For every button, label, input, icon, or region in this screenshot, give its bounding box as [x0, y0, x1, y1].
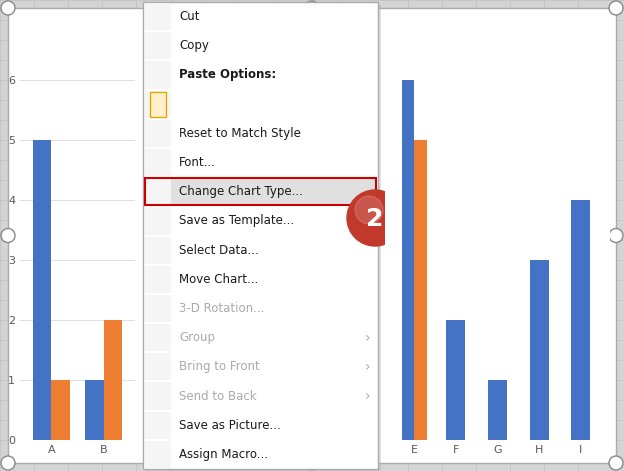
Bar: [572, 200, 590, 440]
Bar: [145, 61, 171, 89]
Circle shape: [609, 228, 623, 243]
Circle shape: [609, 456, 623, 470]
Bar: [530, 260, 548, 440]
Bar: [145, 90, 171, 118]
Bar: [145, 3, 171, 30]
Bar: [145, 324, 171, 351]
Bar: [145, 353, 171, 381]
Circle shape: [32, 167, 88, 223]
Text: Change Chart Type...: Change Chart Type...: [179, 185, 303, 198]
Text: Bring to Front: Bring to Front: [179, 360, 260, 374]
Bar: [145, 178, 171, 205]
Bar: [143, 2, 378, 469]
Bar: [33, 140, 51, 440]
Text: rt Title: rt Title: [367, 0, 421, 3]
Text: Save as Picture...: Save as Picture...: [179, 419, 281, 432]
Circle shape: [1, 228, 15, 243]
Bar: [144, 177, 377, 206]
Text: Reset to Match Style: Reset to Match Style: [179, 127, 301, 140]
Circle shape: [40, 173, 68, 201]
Circle shape: [305, 456, 319, 470]
Text: Paste Options:: Paste Options:: [179, 68, 276, 81]
Text: Group: Group: [179, 331, 215, 344]
Circle shape: [305, 1, 319, 15]
Text: 2: 2: [366, 207, 384, 231]
FancyBboxPatch shape: [150, 91, 166, 117]
Text: ›: ›: [364, 389, 370, 403]
Text: Save as Template...: Save as Template...: [179, 214, 294, 227]
Bar: [146, 5, 381, 471]
Text: Cut: Cut: [179, 10, 200, 23]
Bar: [145, 120, 171, 147]
Bar: [145, 207, 171, 235]
Bar: [145, 295, 171, 322]
Bar: [145, 382, 171, 410]
Circle shape: [355, 196, 383, 224]
Text: ›: ›: [364, 360, 370, 374]
Text: Copy: Copy: [179, 39, 209, 52]
Bar: [145, 441, 171, 468]
Circle shape: [1, 1, 15, 15]
Circle shape: [1, 456, 15, 470]
Bar: [145, 266, 171, 293]
Bar: [446, 320, 466, 440]
Bar: [414, 140, 427, 440]
Circle shape: [347, 190, 403, 246]
Text: Send to Back: Send to Back: [179, 390, 256, 403]
Bar: [145, 412, 171, 439]
Bar: [85, 380, 104, 440]
Circle shape: [609, 1, 623, 15]
Bar: [402, 80, 414, 440]
Text: Select Data...: Select Data...: [179, 244, 259, 257]
Bar: [145, 236, 171, 264]
Text: 1: 1: [51, 184, 69, 208]
Bar: [145, 149, 171, 176]
Bar: [488, 380, 507, 440]
Text: ›: ›: [364, 331, 370, 345]
Text: Assign Macro...: Assign Macro...: [179, 448, 268, 461]
Bar: [51, 380, 70, 440]
Text: Font...: Font...: [179, 156, 216, 169]
Bar: [145, 178, 376, 205]
Bar: [145, 32, 171, 59]
Text: 3-D Rotation...: 3-D Rotation...: [179, 302, 265, 315]
Text: Move Chart...: Move Chart...: [179, 273, 258, 286]
Bar: [104, 320, 122, 440]
